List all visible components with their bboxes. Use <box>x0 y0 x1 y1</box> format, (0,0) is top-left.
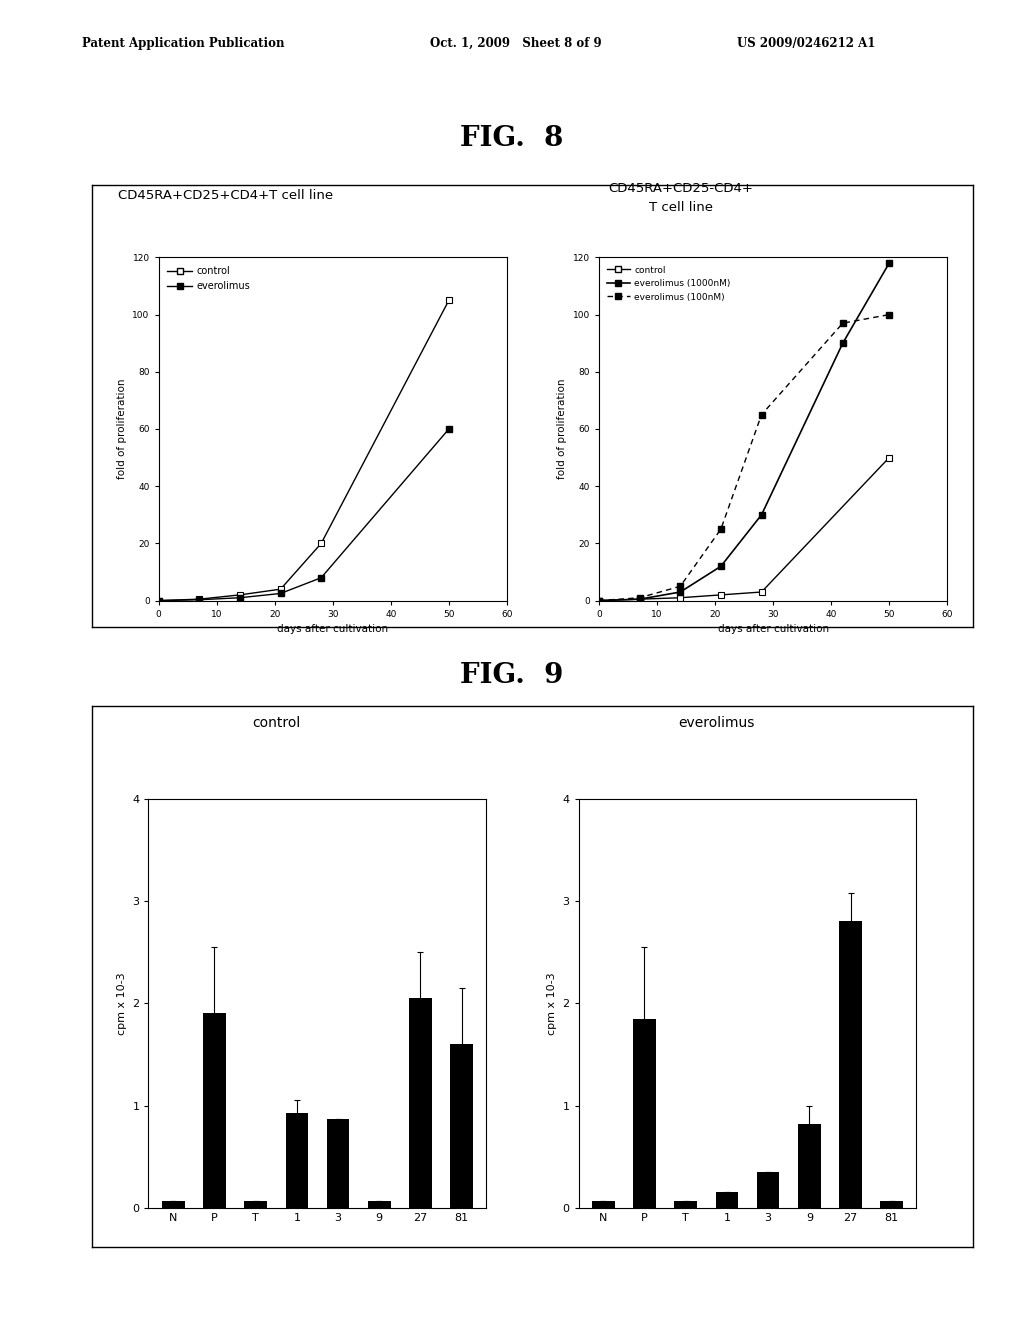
Text: Patent Application Publication: Patent Application Publication <box>82 37 285 50</box>
X-axis label: days after cultivation: days after cultivation <box>278 624 388 634</box>
Bar <box>881 1201 903 1208</box>
Bar <box>840 921 862 1208</box>
Bar <box>410 998 432 1208</box>
Legend: control, everolimus (1000nM), everolimus (100nM): control, everolimus (1000nM), everolimus… <box>603 261 734 305</box>
Text: US 2009/0246212 A1: US 2009/0246212 A1 <box>737 37 876 50</box>
Legend: control, everolimus: control, everolimus <box>164 263 254 294</box>
Y-axis label: cpm x 10-3: cpm x 10-3 <box>547 972 557 1035</box>
Y-axis label: fold of proliferation: fold of proliferation <box>117 379 127 479</box>
Bar <box>203 1014 225 1208</box>
Bar <box>451 1044 473 1208</box>
Bar <box>675 1201 697 1208</box>
Text: everolimus: everolimus <box>679 715 755 730</box>
Bar <box>592 1201 614 1208</box>
Text: Oct. 1, 2009   Sheet 8 of 9: Oct. 1, 2009 Sheet 8 of 9 <box>430 37 602 50</box>
Bar <box>716 1192 738 1208</box>
Bar <box>757 1172 779 1208</box>
Bar <box>798 1123 820 1208</box>
Text: CD45RA+CD25-CD4+: CD45RA+CD25-CD4+ <box>608 182 754 195</box>
Bar <box>286 1113 308 1208</box>
Text: CD45RA+CD25+CD4+T cell line: CD45RA+CD25+CD4+T cell line <box>118 189 333 202</box>
Bar <box>245 1201 267 1208</box>
Bar <box>327 1119 349 1208</box>
Bar <box>162 1201 184 1208</box>
X-axis label: days after cultivation: days after cultivation <box>718 624 828 634</box>
Text: control: control <box>252 715 301 730</box>
Text: FIG.  8: FIG. 8 <box>461 125 563 152</box>
Bar <box>368 1201 390 1208</box>
Y-axis label: fold of proliferation: fold of proliferation <box>557 379 567 479</box>
Text: T cell line: T cell line <box>649 201 713 214</box>
Y-axis label: cpm x 10-3: cpm x 10-3 <box>117 972 127 1035</box>
Text: FIG.  9: FIG. 9 <box>461 663 563 689</box>
Bar <box>633 1019 655 1208</box>
